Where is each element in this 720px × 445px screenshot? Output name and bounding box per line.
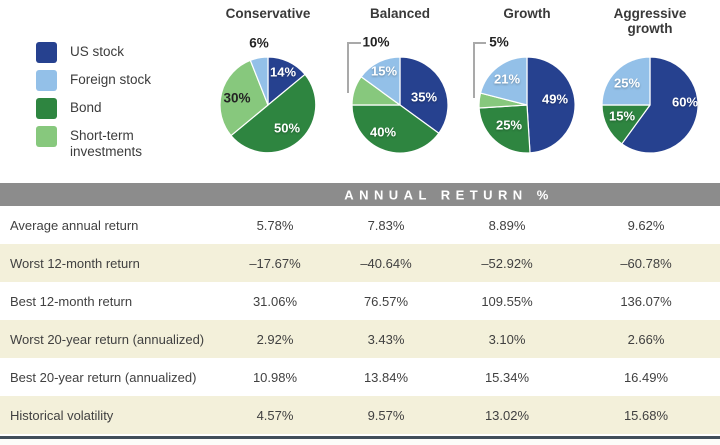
row-label: Historical volatility <box>0 396 220 434</box>
pie-chart-conservative: 14% 50% 30% 6% <box>218 36 318 155</box>
footer-margin <box>0 439 720 445</box>
row-value: 15.34% <box>484 369 530 385</box>
callout-line-vertical <box>347 42 349 93</box>
pie-slice-us-stock <box>526 56 576 154</box>
pie-slice-bond <box>230 73 317 154</box>
row-value: 8.89% <box>488 217 526 233</box>
row-label: Best 12-month return <box>10 293 133 309</box>
row-value: 13.02% <box>442 396 572 434</box>
row-value: –40.64% <box>330 244 442 282</box>
returns-table-body: Average annual return 5.78% 7.83% 8.89% 9.62… <box>0 206 720 434</box>
row-label: Worst 12-month return <box>0 244 220 282</box>
table-row: Worst 20-year return (annualized) 2.92% 3.… <box>0 320 720 358</box>
bottom-rule <box>0 436 720 439</box>
row-value: 15.68% <box>572 396 720 434</box>
slice-label-short-term: 5% <box>489 34 509 50</box>
row-value: 5.78% <box>256 217 294 233</box>
pie-chart-aggressive-growth: 60% 15% 25% <box>600 55 700 155</box>
row-value: 2.66% <box>572 320 720 358</box>
callout-line-vertical <box>473 42 475 98</box>
row-value: 9.57% <box>330 396 442 434</box>
pie-aggressive-growth-svg <box>601 56 699 154</box>
row-value: 4.57% <box>220 396 330 434</box>
slice-label-foreign-stock: 6% <box>249 35 269 51</box>
row-value: 109.55% <box>481 293 533 309</box>
table-row: Average annual return 5.78% 7.83% 8.89% 9.62… <box>0 206 720 244</box>
slice-label-short-term: 10% <box>362 34 390 50</box>
pie-title-balanced: Balanced <box>369 6 431 21</box>
row-value: 3.43% <box>330 320 442 358</box>
row-value: 3.10% <box>442 320 572 358</box>
legend-label: Foreign stock <box>70 72 152 87</box>
legend-item-bond: Bond <box>36 98 170 119</box>
returns-table: Average annual return 5.78% 7.83% 8.89% 9.62… <box>0 206 720 434</box>
row-value: 16.49% <box>623 369 669 385</box>
pie-slice-bond <box>478 104 531 154</box>
row-label: Best 20-year return (annualized) <box>10 369 197 385</box>
pie-chart-balanced: 35% 40% 15% 10% <box>347 35 450 155</box>
pie-growth-svg <box>478 56 576 154</box>
legend-item-short-term: Short-term investments <box>36 126 170 160</box>
table-row: Historical volatility 4.57% 9.57% 13.02% 15.… <box>0 396 720 434</box>
annual-return-header-band: ANNUAL RETURN % <box>0 183 720 206</box>
legend-item-us-stock: US stock <box>36 42 170 63</box>
callout-line-horizontal <box>347 42 361 44</box>
bond-swatch-icon <box>36 98 57 119</box>
pie-slice-foreign-stock <box>249 56 269 106</box>
pie-conservative-svg <box>219 56 317 154</box>
callout-line-horizontal <box>473 42 486 44</box>
pie-slice-bond <box>351 104 440 154</box>
pie-slice-foreign-stock <box>479 56 528 106</box>
row-label: Worst 20-year return (annualized) <box>0 320 220 358</box>
pie-slice-short-term <box>219 59 269 137</box>
pie-slice-foreign-stock <box>601 56 651 106</box>
row-value: 7.83% <box>367 217 405 233</box>
short-term-swatch-icon <box>36 126 57 147</box>
pie-title-aggressive-growth: Aggressive growth <box>613 6 687 36</box>
table-row: Best 12-month return 31.06% 76.57% 109.55% 1… <box>0 282 720 320</box>
row-value: 2.92% <box>220 320 330 358</box>
row-label: Average annual return <box>10 217 139 233</box>
legend-label: Short-term investments <box>70 128 143 159</box>
legend-label: US stock <box>70 44 125 59</box>
pie-slice-us-stock <box>621 56 699 154</box>
row-value: 9.62% <box>627 217 665 233</box>
row-value: 136.07% <box>620 293 672 309</box>
row-value: 31.06% <box>252 293 298 309</box>
legend-item-foreign-stock: Foreign stock <box>36 70 170 91</box>
row-value: 13.84% <box>363 369 409 385</box>
annual-return-header-text: ANNUAL RETURN % <box>344 187 554 202</box>
pie-title-growth: Growth <box>503 6 551 21</box>
legend: US stock Foreign stock Bond Short-term i… <box>36 42 170 160</box>
table-row: Worst 12-month return –17.67% –40.64% –52.9… <box>0 244 720 282</box>
pie-title-conservative: Conservative <box>225 6 311 21</box>
row-value: –60.78% <box>572 244 720 282</box>
row-value: 10.98% <box>252 369 298 385</box>
pie-chart-growth: 49% 25% 21% 5% <box>473 35 577 155</box>
table-row: Best 20-year return (annualized) 10.98% 13… <box>0 358 720 396</box>
row-value: –17.67% <box>220 244 330 282</box>
row-value: 76.57% <box>363 293 409 309</box>
row-value: –52.92% <box>442 244 572 282</box>
foreign-stock-swatch-icon <box>36 70 57 91</box>
pie-slice-foreign-stock <box>360 56 401 106</box>
pie-slice-us-stock <box>399 56 449 134</box>
pie-balanced-svg <box>351 56 449 154</box>
us-stock-swatch-icon <box>36 42 57 63</box>
legend-label: Bond <box>70 100 102 115</box>
